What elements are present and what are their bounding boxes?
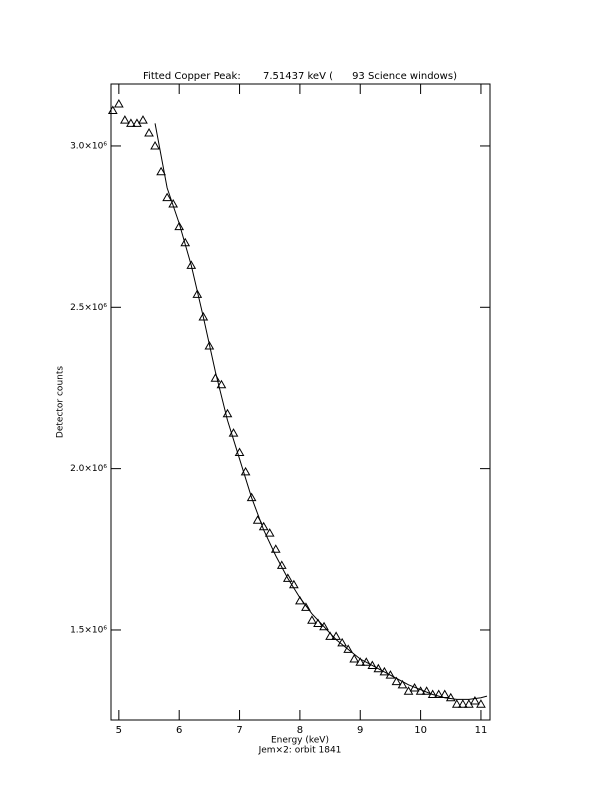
data-point (204, 341, 215, 350)
data-point (264, 528, 275, 537)
x-tick-label: 8 (297, 725, 303, 736)
x-tick-label: 7 (236, 725, 242, 736)
data-point (343, 644, 354, 653)
data-point (192, 289, 203, 298)
x-tick-label: 10 (414, 725, 427, 736)
data-point (319, 621, 329, 631)
data-point (246, 492, 257, 502)
data-point (433, 689, 444, 699)
plot-frame (110, 83, 491, 721)
data-point (107, 105, 118, 114)
data-point (391, 676, 402, 686)
data-point (210, 373, 221, 382)
y-axis-label: Detector counts (56, 366, 66, 438)
x-tick-label: 6 (176, 725, 182, 736)
data-point (457, 699, 468, 708)
data-point (361, 657, 372, 666)
data-point (138, 115, 148, 124)
data-point (270, 544, 281, 553)
data-point (150, 140, 160, 150)
data-point (349, 654, 360, 663)
data-point (113, 98, 124, 108)
data-point (307, 615, 317, 624)
data-point (379, 666, 390, 676)
data-point (156, 166, 166, 176)
data-point (198, 311, 209, 321)
y-tick-label: 2.5×10⁶ (70, 303, 107, 313)
data-point (301, 602, 311, 611)
data-point (120, 115, 130, 124)
data-point (385, 670, 396, 679)
data-point (126, 118, 136, 127)
x-axis-label: Energy (keV) (271, 736, 329, 746)
data-point (282, 573, 293, 582)
data-point (373, 663, 384, 673)
data-point (470, 695, 480, 705)
x-tick-label: 9 (357, 725, 363, 736)
x-tick-label: 5 (116, 725, 122, 736)
x-tick-label: 11 (475, 725, 488, 736)
data-point (144, 128, 154, 137)
fit-line (154, 123, 488, 700)
subtitle: Jem×2: orbit 1841 (258, 746, 342, 756)
y-tick-label: 1.5×10⁶ (70, 625, 107, 635)
data-point (451, 699, 462, 708)
data-point (174, 221, 185, 231)
data-point (186, 260, 197, 269)
data-point (367, 660, 378, 669)
chart-title: Fitted Copper Peak: 7.51437 keV ( 93 Sci… (143, 71, 457, 82)
y-tick-label: 2.0×10⁶ (70, 464, 107, 474)
data-point (162, 192, 172, 202)
y-tick-label: 3.0×10⁶ (70, 141, 107, 151)
data-point (445, 692, 456, 702)
data-point (476, 699, 486, 708)
data-point (276, 560, 287, 569)
data-point (355, 657, 366, 666)
data-point (397, 679, 408, 689)
data-point (216, 379, 227, 389)
